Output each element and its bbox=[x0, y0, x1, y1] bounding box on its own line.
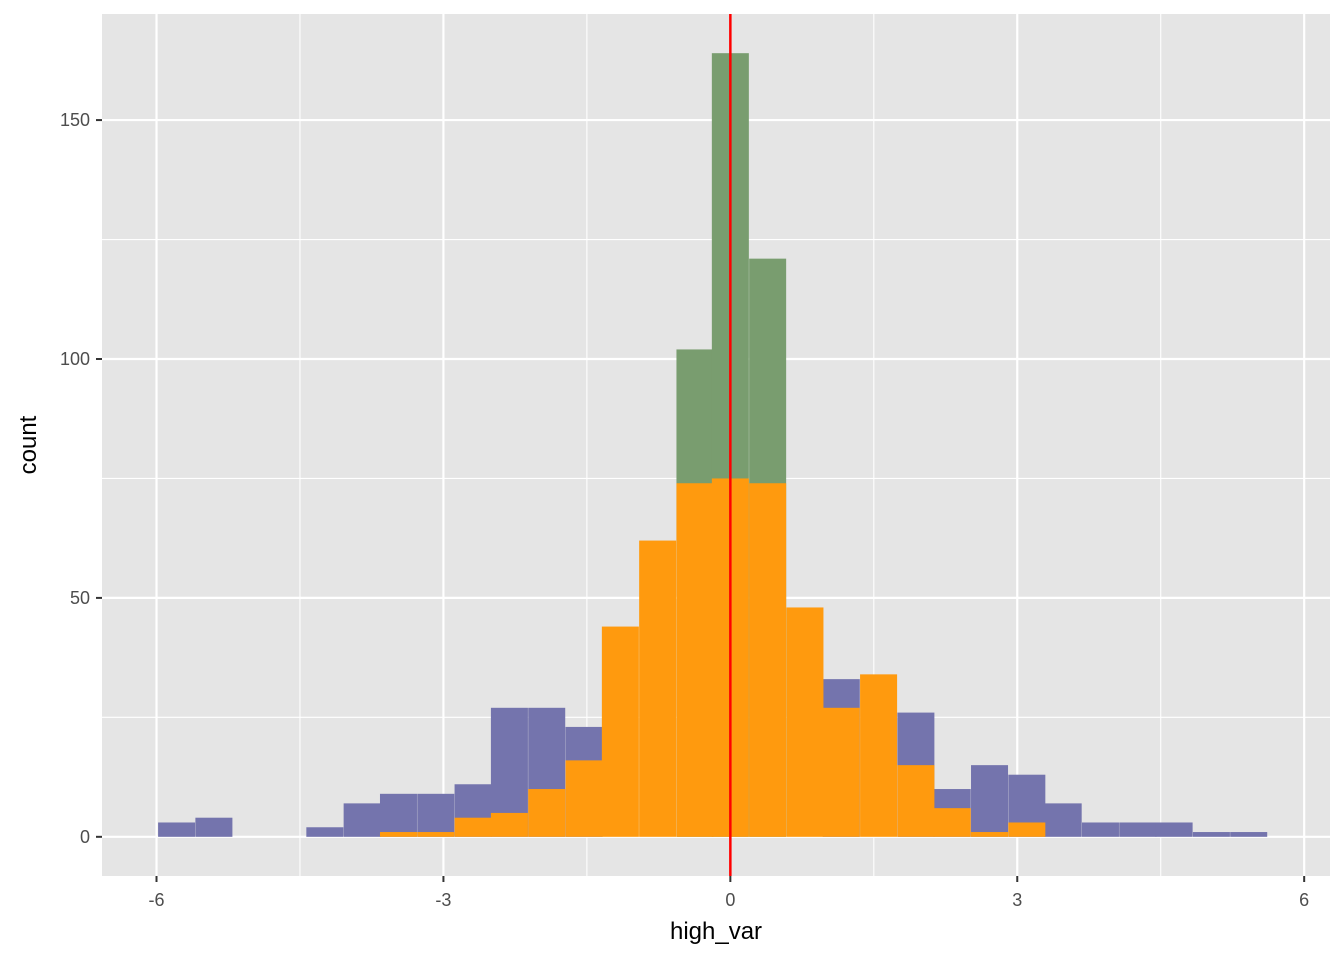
y-tick-label: 50 bbox=[70, 588, 90, 608]
y-axis: 0 50 100 150 bbox=[60, 110, 102, 847]
purple-bar bbox=[379, 793, 417, 837]
purple-bar bbox=[1081, 822, 1119, 837]
y-tick-label: 0 bbox=[80, 827, 90, 847]
x-tick-label: 0 bbox=[725, 890, 735, 910]
purple-bar bbox=[1192, 832, 1230, 837]
orange-bar bbox=[860, 674, 898, 837]
purple-bar bbox=[158, 822, 196, 837]
purple-bar bbox=[306, 827, 344, 837]
orange-bar bbox=[565, 760, 603, 837]
orange-bar bbox=[1008, 822, 1046, 837]
y-tick-label: 100 bbox=[60, 349, 90, 369]
orange-bar bbox=[454, 817, 492, 837]
x-tick-label: -3 bbox=[435, 890, 451, 910]
purple-bar bbox=[417, 793, 455, 837]
x-axis: -6 -3 0 3 6 bbox=[149, 876, 1309, 910]
orange-bar bbox=[528, 789, 566, 837]
orange-bar bbox=[786, 607, 824, 837]
y-tick-label: 150 bbox=[60, 110, 90, 130]
orange-bar bbox=[379, 832, 417, 837]
y-axis-title: count bbox=[15, 415, 42, 474]
purple-bar bbox=[195, 817, 233, 837]
orange-bar bbox=[749, 483, 787, 837]
orange-bar bbox=[490, 812, 528, 837]
orange-bar bbox=[676, 483, 714, 837]
x-axis-title: high_var bbox=[670, 918, 762, 945]
x-tick-label: 6 bbox=[1299, 890, 1309, 910]
purple-bar bbox=[1155, 822, 1193, 837]
purple-bar bbox=[1119, 822, 1157, 837]
orange-bar bbox=[601, 626, 639, 837]
orange-bar bbox=[822, 707, 860, 837]
orange-bar bbox=[639, 540, 677, 837]
orange-bar bbox=[971, 832, 1009, 837]
purple-bar bbox=[343, 803, 381, 837]
purple-bar bbox=[1044, 803, 1082, 837]
x-tick-label: 3 bbox=[1012, 890, 1022, 910]
x-tick-label: -6 bbox=[149, 890, 165, 910]
orange-bar bbox=[417, 832, 455, 837]
orange-bar bbox=[897, 765, 935, 837]
orange-bar bbox=[933, 808, 971, 837]
purple-bar bbox=[971, 765, 1009, 837]
bars bbox=[158, 53, 1268, 837]
purple-bar bbox=[1230, 832, 1268, 837]
